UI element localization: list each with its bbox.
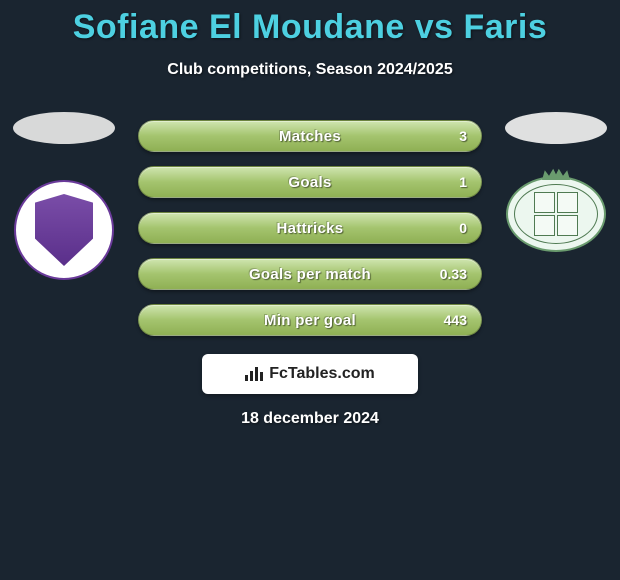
shield-icon [35,194,93,266]
player-avatar-placeholder-right [505,112,607,144]
stat-row-goals-per-match: Goals per match 0.33 [138,258,482,290]
stat-value-right: 443 [444,312,467,328]
stat-row-matches: Matches 3 [138,120,482,152]
player-avatar-placeholder-left [13,112,115,144]
bar-chart-icon [245,367,263,381]
stat-row-min-per-goal: Min per goal 443 [138,304,482,336]
comparison-infographic: Sofiane El Moudane vs Faris Club competi… [0,0,620,450]
left-player-column [8,112,120,280]
stat-label: Goals [288,174,331,191]
date-text: 18 december 2024 [0,410,620,428]
stat-value-right: 0 [459,220,467,236]
subtitle: Club competitions, Season 2024/2025 [0,61,620,79]
stat-label: Goals per match [249,266,371,283]
brand-card[interactable]: FcTables.com [202,354,418,394]
stat-value-right: 3 [459,128,467,144]
crown-icon [542,166,570,180]
club-badge-left [14,180,114,280]
stat-row-goals: Goals 1 [138,166,482,198]
stat-value-right: 1 [459,174,467,190]
right-player-column [500,112,612,252]
brand-text: FcTables.com [269,365,375,383]
stat-value-right: 0.33 [440,266,467,282]
stat-label: Min per goal [264,312,356,329]
crest-icon [514,184,598,244]
club-badge-right [506,176,606,252]
stat-label: Matches [279,128,341,145]
stat-label: Hattricks [277,220,344,237]
page-title: Sofiane El Moudane vs Faris [0,0,620,47]
stat-row-hattricks: Hattricks 0 [138,212,482,244]
stats-pill-list: Matches 3 Goals 1 Hattricks 0 Goals per … [138,120,482,336]
